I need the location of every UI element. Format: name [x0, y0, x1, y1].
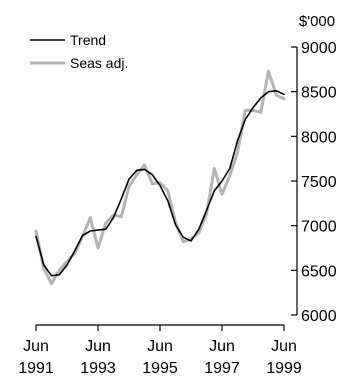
legend: Trend Seas adj.: [30, 32, 128, 71]
x-tick-label-year: 1995: [142, 360, 178, 377]
y-tick-label: 8000: [301, 129, 337, 146]
x-tick-label-month: Jun: [147, 338, 173, 355]
series-layer: [34, 69, 286, 286]
x-tick-label-month: Jun: [209, 338, 235, 355]
plot-area: Jun 1991 Jun 1993 Jun 1995 Jun 1997 Jun 1999 6000…: [18, 40, 336, 377]
x-tick-label-month: Jun: [85, 338, 111, 355]
series-line-seas-adj: [34, 69, 286, 286]
x-tick-label-year: 1991: [18, 360, 54, 377]
y-axis-ticks: 6000 6500 7000 7500 8000 8500 9000: [291, 40, 337, 325]
y-tick-label: 9000: [301, 40, 337, 57]
y-tick-label: 7000: [301, 219, 337, 236]
y-tick-label: 6000: [301, 308, 337, 325]
y-axis-unit-label: $'000: [299, 13, 335, 30]
series-line-trend: [35, 90, 285, 277]
x-axis-ticks: Jun 1991 Jun 1993 Jun 1995 Jun 1997 Jun 1999: [18, 325, 302, 377]
x-tick-label-year: 1999: [266, 360, 302, 377]
legend-label: Seas adj.: [70, 55, 128, 71]
x-tick-label-year: 1993: [80, 360, 116, 377]
y-tick-label: 8500: [301, 85, 337, 102]
y-tick-label: 6500: [301, 263, 337, 280]
x-tick-label-month: Jun: [23, 338, 49, 355]
x-tick-label-year: 1997: [204, 360, 240, 377]
y-tick-label: 7500: [301, 174, 337, 191]
x-tick-label-month: Jun: [271, 338, 297, 355]
legend-label: Trend: [70, 32, 106, 48]
